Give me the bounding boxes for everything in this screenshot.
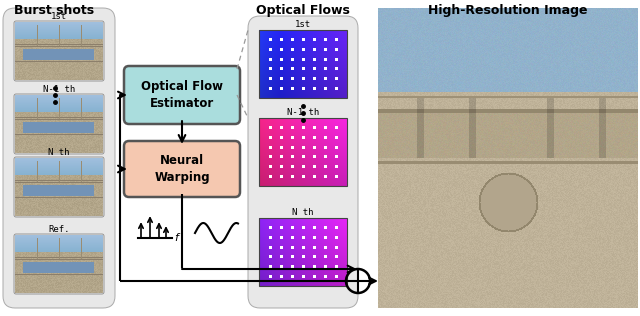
Text: N th: N th xyxy=(48,148,70,157)
Text: N th: N th xyxy=(292,208,314,217)
Text: $f$: $f$ xyxy=(174,231,181,243)
FancyBboxPatch shape xyxy=(3,8,115,308)
Text: Optical Flow
Estimator: Optical Flow Estimator xyxy=(141,80,223,110)
FancyBboxPatch shape xyxy=(124,66,240,124)
Text: 1st: 1st xyxy=(295,20,311,29)
Text: Neural
Warping: Neural Warping xyxy=(154,154,210,184)
Text: Burst shots: Burst shots xyxy=(14,4,94,17)
Text: N-1 th: N-1 th xyxy=(287,108,319,117)
Text: High-Resolution Image: High-Resolution Image xyxy=(428,4,588,17)
Text: N-1 th: N-1 th xyxy=(43,85,75,94)
Text: Optical Flows: Optical Flows xyxy=(256,4,350,17)
FancyBboxPatch shape xyxy=(124,141,240,197)
Text: 1st: 1st xyxy=(51,12,67,21)
FancyBboxPatch shape xyxy=(248,16,358,308)
Text: Ref.: Ref. xyxy=(48,225,70,234)
